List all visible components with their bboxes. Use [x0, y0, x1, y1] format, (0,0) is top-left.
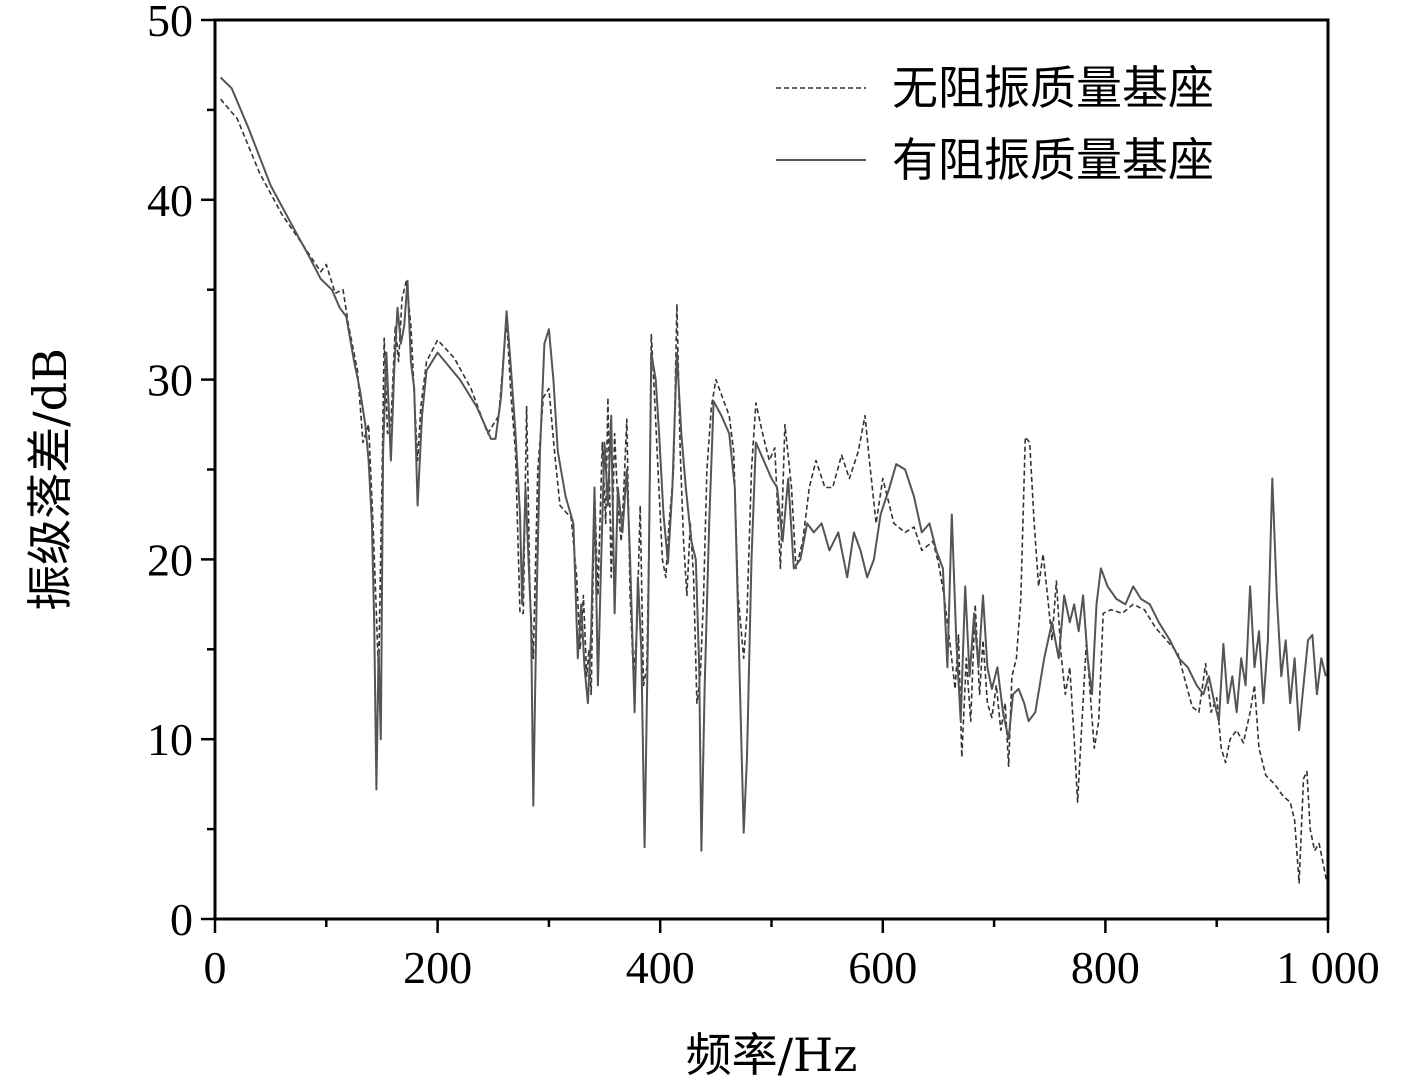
- x-tick-label: 0: [204, 942, 227, 993]
- x-tick-label: 800: [1071, 942, 1140, 993]
- x-tick-label: 1 000: [1276, 942, 1380, 993]
- legend-label-undamped: 无阻振质量基座: [892, 61, 1214, 115]
- y-tick-label: 30: [147, 355, 193, 406]
- x-tick-label: 600: [848, 942, 917, 993]
- y-tick-label: 40: [147, 175, 193, 226]
- y-axis-label: 振级落差/dB: [23, 348, 77, 611]
- y-tick-label: 20: [147, 534, 193, 585]
- x-axis: 0 200 400 600 800 1 000: [204, 919, 1380, 993]
- series-line-damped: [219, 76, 1327, 852]
- series-line-undamped: [219, 98, 1328, 884]
- y-tick-label: 10: [147, 714, 193, 765]
- x-axis-label: 频率/Hz: [686, 1028, 858, 1081]
- y-tick-label: 0: [170, 894, 193, 945]
- series-layer: [219, 76, 1328, 884]
- x-tick-label: 400: [626, 942, 695, 993]
- y-tick-label: 50: [147, 0, 193, 46]
- x-tick-label: 200: [403, 942, 472, 993]
- y-axis: 0 10 20 30 40 50: [147, 0, 215, 945]
- legend: 无阻振质量基座 有阻振质量基座: [776, 61, 1214, 187]
- legend-label-damped: 有阻振质量基座: [892, 133, 1214, 187]
